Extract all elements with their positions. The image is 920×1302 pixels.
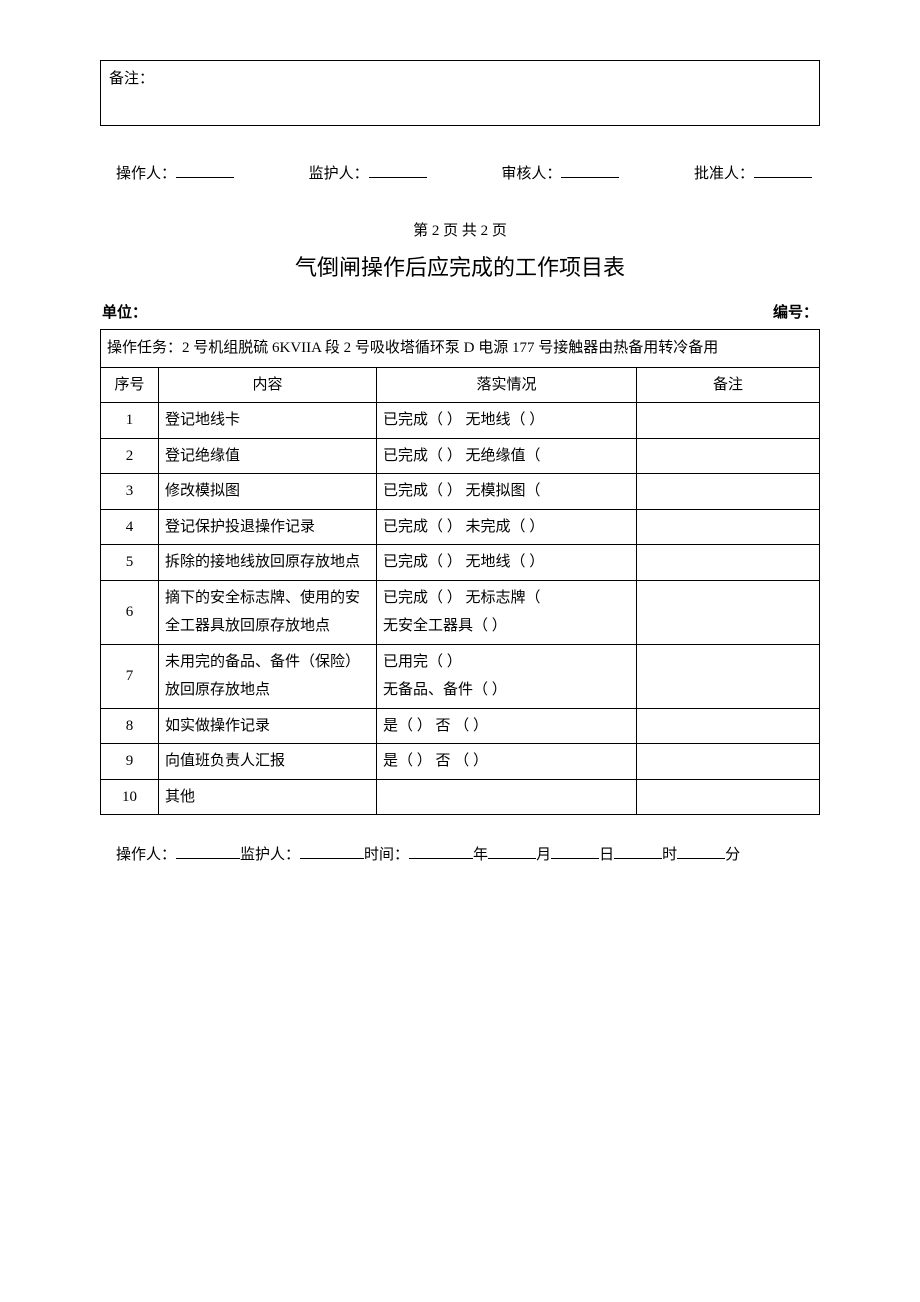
cell-content: 向值班负责人汇报 [159,744,377,780]
year-label: 年 [473,847,488,863]
table-row: 2登记绝缘值已完成（ ） 无绝缘值（ [101,438,820,474]
operator-blank [176,160,234,178]
cell-note [637,644,820,708]
supervisor2-label: 监护人： [240,847,300,863]
task-row: 操作任务：2 号机组脱硫 6KVIIA 段 2 号吸收塔循环泵 D 电源 177… [101,330,820,368]
cell-status: 是（ ） 否 （ ） [377,744,637,780]
time-label: 时间： [364,847,409,863]
cell-note [637,474,820,510]
cell-content: 如实做操作记录 [159,708,377,744]
cell-idx: 5 [101,545,159,581]
cell-content: 其他 [159,779,377,815]
cell-status: 已完成（ ） 无绝缘值（ [377,438,637,474]
hour-blank [614,843,662,860]
reviewer-label: 审核人： [501,160,619,189]
cell-status: 是（ ） 否 （ ） [377,708,637,744]
cell-idx: 10 [101,779,159,815]
cell-status: 已完成（ ） 无模拟图（ [377,474,637,510]
op2-blank [176,843,240,860]
month-blank [488,843,536,860]
cell-status: 已完成（ ） 无地线（ ） [377,545,637,581]
cell-status: 已完成（ ） 未完成（ ） [377,509,637,545]
day-blank [551,843,599,860]
unit-label: 单位： [102,299,147,328]
cell-content: 修改模拟图 [159,474,377,510]
table-row: 9向值班负责人汇报是（ ） 否 （ ） [101,744,820,780]
table-row: 5拆除的接地线放回原存放地点已完成（ ） 无地线（ ） [101,545,820,581]
cell-note [637,744,820,780]
code-label: 编号： [773,299,818,328]
cell-status: 已完成（ ） 无标志牌（ 无安全工器具（ ） [377,580,637,644]
cell-idx: 7 [101,644,159,708]
cell-note [637,509,820,545]
hdr-status: 落实情况 [377,367,637,403]
cell-status [377,779,637,815]
cell-content: 摘下的安全标志牌、使用的安全工器具放回原存放地点 [159,580,377,644]
work-table: 操作任务：2 号机组脱硫 6KVIIA 段 2 号吸收塔循环泵 D 电源 177… [100,329,820,815]
supervisor-label: 监护人： [309,160,427,189]
year-blank [409,843,473,860]
cell-idx: 4 [101,509,159,545]
month-label: 月 [536,847,551,863]
cell-note [637,438,820,474]
signature-row-top: 操作人： 监护人： 审核人： 批准人： [100,156,820,193]
cell-idx: 6 [101,580,159,644]
hdr-content: 内容 [159,367,377,403]
supervisor-blank [369,160,427,178]
remark-label: 备注： [109,71,154,87]
sup2-blank [300,843,364,860]
signature-row-bottom: 操作人： 监护人： 时间： 年 月 日 时 分 [100,841,820,870]
cell-status: 已用完（ ） 无备品、备件（ ） [377,644,637,708]
cell-idx: 1 [101,403,159,439]
table-row: 7未用完的备品、备件（保险）放回原存放地点已用完（ ） 无备品、备件（ ） [101,644,820,708]
operator2-label: 操作人： [116,847,176,863]
reviewer-blank [561,160,619,178]
remark-box: 备注： [100,60,820,126]
approver-blank [754,160,812,178]
cell-content: 登记地线卡 [159,403,377,439]
meta-row: 单位： 编号： [100,299,820,330]
cell-idx: 9 [101,744,159,780]
cell-content: 拆除的接地线放回原存放地点 [159,545,377,581]
operator-label: 操作人： [116,160,234,189]
table-row: 4登记保护投退操作记录已完成（ ） 未完成（ ） [101,509,820,545]
cell-note [637,403,820,439]
page-number: 第 2 页 共 2 页 [100,217,820,246]
cell-idx: 3 [101,474,159,510]
cell-note [637,708,820,744]
table-row: 10其他 [101,779,820,815]
cell-content: 登记绝缘值 [159,438,377,474]
minute-label: 分 [725,847,740,863]
cell-idx: 2 [101,438,159,474]
minute-blank [677,843,725,860]
table-row: 8如实做操作记录是（ ） 否 （ ） [101,708,820,744]
page-title: 气倒闸操作后应完成的工作项目表 [100,247,820,289]
cell-note [637,545,820,581]
cell-note [637,580,820,644]
table-row: 1登记地线卡已完成（ ） 无地线（ ） [101,403,820,439]
table-row: 6摘下的安全标志牌、使用的安全工器具放回原存放地点已完成（ ） 无标志牌（ 无安… [101,580,820,644]
cell-content: 登记保护投退操作记录 [159,509,377,545]
cell-idx: 8 [101,708,159,744]
table-row: 3修改模拟图已完成（ ） 无模拟图（ [101,474,820,510]
hour-label: 时 [662,847,677,863]
cell-note [637,779,820,815]
hdr-idx: 序号 [101,367,159,403]
header-row: 序号 内容 落实情况 备注 [101,367,820,403]
approver-label: 批准人： [694,160,812,189]
hdr-note: 备注 [637,367,820,403]
task-cell: 操作任务：2 号机组脱硫 6KVIIA 段 2 号吸收塔循环泵 D 电源 177… [101,330,820,368]
cell-content: 未用完的备品、备件（保险）放回原存放地点 [159,644,377,708]
day-label: 日 [599,847,614,863]
cell-status: 已完成（ ） 无地线（ ） [377,403,637,439]
